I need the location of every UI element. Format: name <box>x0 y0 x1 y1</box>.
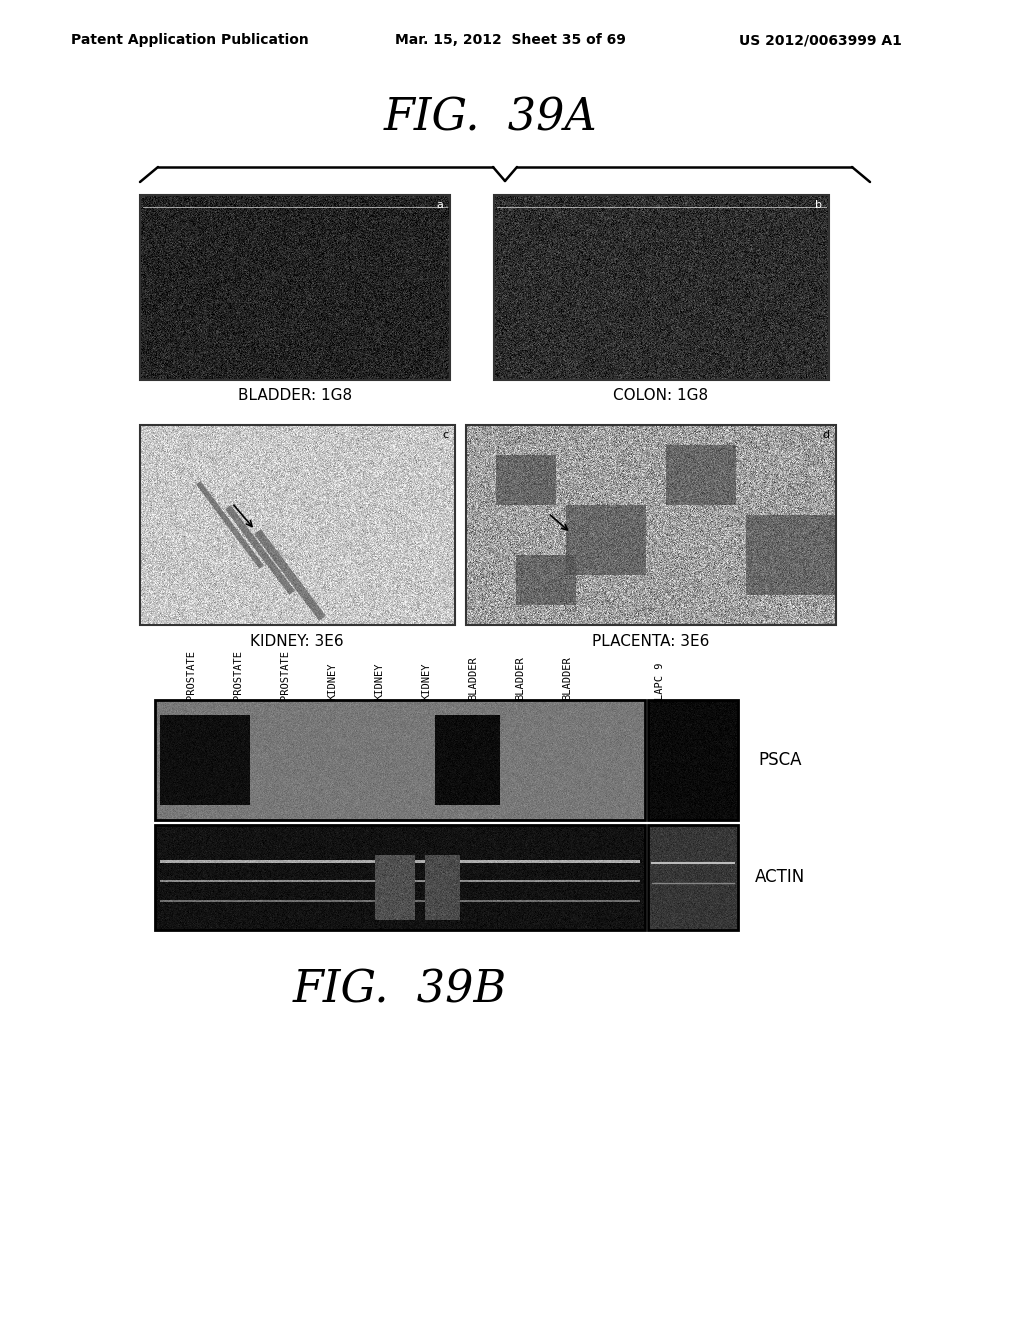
Text: FIG.  39B: FIG. 39B <box>293 969 507 1011</box>
Text: COLON: 1G8: COLON: 1G8 <box>613 388 709 404</box>
Text: KIDNEY: 3E6: KIDNEY: 3E6 <box>250 634 344 648</box>
Text: LAPC 9: LAPC 9 <box>655 663 665 700</box>
Bar <box>648 825 738 931</box>
Text: KIDNEY: KIDNEY <box>327 663 337 700</box>
Text: KIDNEY: KIDNEY <box>374 663 384 700</box>
Text: PSCA: PSCA <box>758 751 802 770</box>
Text: a: a <box>436 201 443 210</box>
Text: KIDNEY: KIDNEY <box>421 663 431 700</box>
Bar <box>466 425 836 624</box>
Text: US 2012/0063999 A1: US 2012/0063999 A1 <box>738 33 901 48</box>
Text: PROSTATE: PROSTATE <box>280 649 290 700</box>
Bar <box>155 700 645 820</box>
Text: d: d <box>822 430 829 440</box>
Text: PROSTATE: PROSTATE <box>233 649 243 700</box>
Bar <box>140 425 455 624</box>
Text: Mar. 15, 2012  Sheet 35 of 69: Mar. 15, 2012 Sheet 35 of 69 <box>394 33 626 48</box>
Text: PLACENTA: 3E6: PLACENTA: 3E6 <box>592 634 710 648</box>
Text: c: c <box>442 430 449 440</box>
Text: PROSTATE: PROSTATE <box>186 649 196 700</box>
Text: ACTIN: ACTIN <box>755 869 805 886</box>
Text: BLADDER: BLADDER <box>562 656 572 700</box>
Text: BLADDER: BLADDER <box>515 656 525 700</box>
Text: BLADDER: BLADDER <box>468 656 478 700</box>
Text: FIG.  39A: FIG. 39A <box>383 96 597 140</box>
Bar <box>494 195 829 380</box>
Bar <box>155 825 645 931</box>
Bar <box>648 700 738 820</box>
Text: Patent Application Publication: Patent Application Publication <box>71 33 309 48</box>
Text: b: b <box>815 201 822 210</box>
Bar <box>140 195 450 380</box>
Text: BLADDER: 1G8: BLADDER: 1G8 <box>238 388 352 404</box>
